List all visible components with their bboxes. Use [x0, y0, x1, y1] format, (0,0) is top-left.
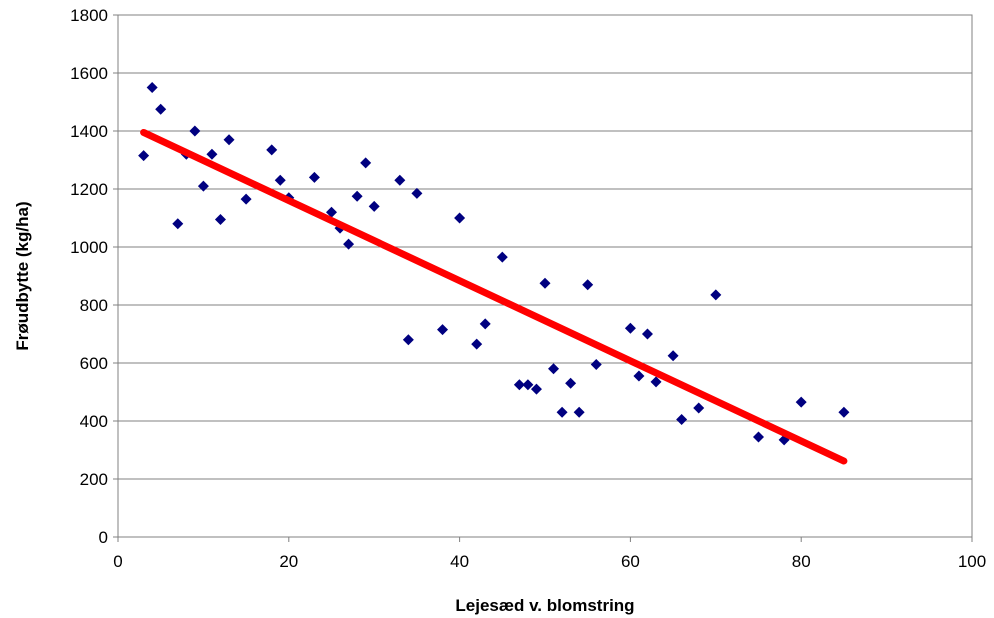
data-point — [795, 396, 807, 408]
data-point — [206, 148, 218, 160]
y-tick-label: 1000 — [70, 238, 108, 257]
data-point — [513, 379, 525, 391]
data-point — [368, 200, 380, 212]
data-point — [667, 350, 679, 362]
data-point — [582, 279, 594, 291]
x-tick-label: 100 — [958, 552, 986, 571]
data-point — [411, 187, 423, 199]
y-tick-label: 200 — [80, 470, 108, 489]
data-point — [138, 150, 150, 162]
data-point — [539, 277, 551, 289]
data-point — [624, 322, 636, 334]
data-point — [223, 134, 235, 146]
gridlines — [118, 72, 972, 480]
y-tick-label: 800 — [80, 296, 108, 315]
data-point — [172, 218, 184, 230]
data-point — [838, 406, 850, 418]
data-point — [146, 82, 158, 93]
data-point — [496, 251, 508, 263]
trendline — [140, 128, 848, 465]
x-tick-label: 40 — [450, 552, 469, 571]
data-point — [530, 383, 542, 395]
y-tick-label: 1800 — [70, 6, 108, 25]
data-point — [343, 238, 355, 250]
data-point — [214, 213, 226, 225]
y-tick-label: 1600 — [70, 64, 108, 83]
data-point — [710, 289, 722, 301]
data-point — [693, 402, 705, 414]
data-point — [633, 370, 645, 382]
x-tick-label: 60 — [621, 552, 640, 571]
data-point — [197, 180, 209, 192]
x-tick-label: 20 — [279, 552, 298, 571]
data-point — [351, 190, 363, 202]
data-point — [274, 174, 286, 186]
plot-area — [117, 14, 973, 538]
data-point — [479, 318, 491, 330]
data-point — [155, 103, 167, 115]
data-point — [641, 328, 653, 340]
data-point — [402, 334, 414, 346]
data-point — [240, 193, 252, 205]
data-point — [556, 406, 568, 418]
data-point — [522, 379, 534, 391]
data-point — [189, 125, 201, 137]
data-point — [753, 431, 764, 443]
x-axis: 0 20 40 60 80 100 — [113, 537, 986, 571]
data-point — [437, 324, 449, 336]
y-tick-label: 1200 — [70, 180, 108, 199]
data-point — [471, 338, 483, 350]
y-tick-label: 1400 — [70, 122, 108, 141]
data-point — [454, 212, 466, 224]
y-tick-label: 0 — [99, 528, 108, 547]
data-point — [308, 171, 320, 183]
data-point — [326, 206, 337, 218]
x-tick-label: 0 — [113, 552, 122, 571]
data-point — [394, 174, 406, 186]
data-point — [650, 376, 662, 388]
data-point — [360, 157, 372, 169]
data-point — [565, 377, 577, 389]
y-tick-label: 400 — [80, 412, 108, 431]
y-axis: 0 200 400 600 800 1000 1200 1400 1600 1800 — [70, 6, 118, 547]
data-point — [548, 363, 560, 375]
x-axis-title: Lejesæd v. blomstring — [455, 596, 634, 615]
data-point — [590, 358, 602, 370]
data-point — [266, 144, 278, 156]
data-points — [138, 82, 850, 446]
y-tick-label: 600 — [80, 354, 108, 373]
data-point — [676, 414, 688, 426]
x-tick-label: 80 — [792, 552, 811, 571]
data-point — [573, 406, 585, 418]
y-axis-title: Frøudbytte (kg/ha) — [13, 201, 32, 350]
